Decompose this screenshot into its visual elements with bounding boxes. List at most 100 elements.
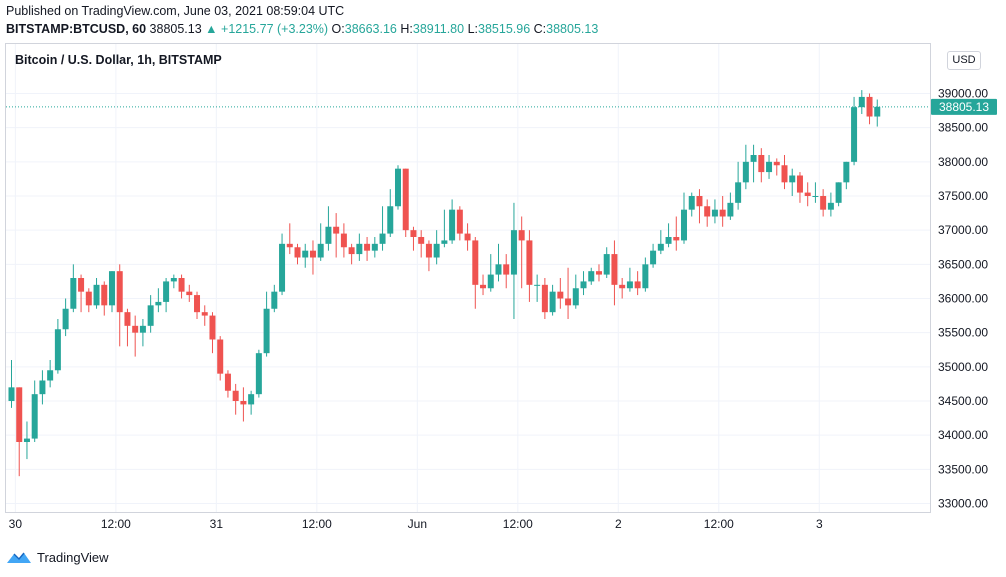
candle-up [487,274,494,289]
candle-down [619,284,626,289]
candle-up [271,291,278,309]
candle-up [843,161,850,183]
x-tick-label: 12:00 [302,517,332,531]
candle-up [789,175,796,183]
footer-brand[interactable]: TradingView [6,550,109,565]
x-tick-label: 31 [210,517,224,531]
candle-down [85,291,92,306]
y-tick-label: 35000.00 [938,360,988,374]
candle-up [163,281,170,302]
y-tick-label: 37000.00 [938,223,988,237]
candle-down [518,230,525,241]
candle-up [108,271,115,306]
candle-down [340,233,347,248]
candle-up [603,254,610,275]
y-tick-label: 34000.00 [938,428,988,442]
low-value: 38515.96 [478,22,531,36]
y-tick-label: 33500.00 [938,462,988,476]
candle-up [835,182,842,203]
candle-up [139,325,146,333]
y-tick-label: 36000.00 [938,292,988,306]
candle-down [418,237,425,244]
y-tick-label: 33000.00 [938,497,988,511]
candle-down [124,312,131,326]
candle-up [8,387,15,401]
candle-up [147,305,154,326]
candle-up [766,161,773,173]
candle-down [402,168,409,231]
price-change: +1215.77 (+3.23%) [221,22,329,36]
candle-down [611,254,618,285]
candle-down [704,206,711,217]
candle-down [472,240,479,285]
candle-down [796,175,803,193]
last-price-tag-text: 38805.13 [939,100,989,114]
chart-title: Bitcoin / U.S. Dollar, 1h, BITSTAMP [15,53,222,67]
candle-up [742,161,749,183]
candle-up [510,230,517,275]
candle-up [387,206,394,234]
y-tick-label: 36500.00 [938,257,988,271]
footer-brand-label: TradingView [37,550,109,565]
candle-up [874,106,881,117]
candle-up [255,353,262,395]
candle-down [364,243,371,251]
candle-up [325,226,332,244]
candle-up [495,264,502,275]
close-label: C: [533,22,547,36]
candle-up [711,209,718,217]
symbol-label[interactable]: BITSTAMP:BTCUSD, 60 [6,22,147,36]
y-tick-label: 35500.00 [938,326,988,340]
candle-up [750,155,757,162]
candle-up [317,243,324,258]
close-value: 38805.13 [546,22,599,36]
candle-down [773,161,780,166]
candle-down [333,226,340,234]
candle-up [449,209,456,241]
candle-up [93,284,100,306]
published-note: Published on TradingView.com, June 03, 2… [6,4,345,18]
y-tick-label: 39000.00 [938,87,988,101]
x-tick-label: 3 [816,517,823,531]
candle-up [371,243,378,251]
currency-button[interactable]: USD [947,51,981,70]
open-label: O: [331,22,345,36]
candle-down [503,264,510,275]
candle-down [286,243,293,248]
candle-up [735,182,742,203]
candle-down [132,325,139,333]
candle-up [54,329,61,371]
candle-up [812,196,819,197]
candle-down [348,247,355,255]
candle-down [16,387,23,442]
candle-up [170,278,177,282]
candle-down [634,281,641,289]
candle-up [441,240,448,244]
candle-up [356,243,363,255]
candle-down [758,155,765,173]
candle-up [580,281,587,289]
up-triangle-icon: ▲ [205,22,218,36]
candle-up [657,243,664,251]
open-value: 38663.16 [344,22,397,36]
candle-up [31,394,38,439]
candle-down [201,312,208,316]
high-label: H: [400,22,413,36]
y-tick-label: 37500.00 [938,189,988,203]
candle-up [827,202,834,210]
candle-down [696,196,703,207]
candle-up [858,96,865,108]
x-tick-label: 30 [9,517,23,531]
candle-down [224,373,231,391]
candle-up [727,202,734,217]
candle-up [588,271,595,282]
high-value: 38911.80 [412,22,465,36]
candle-down [101,284,108,306]
last-price: 38805.13 [149,22,202,36]
candle-up [248,394,255,405]
candle-up [665,237,672,244]
y-tick-label: 38500.00 [938,121,988,135]
candle-up [23,438,30,442]
tradingview-logo-icon [7,552,31,563]
